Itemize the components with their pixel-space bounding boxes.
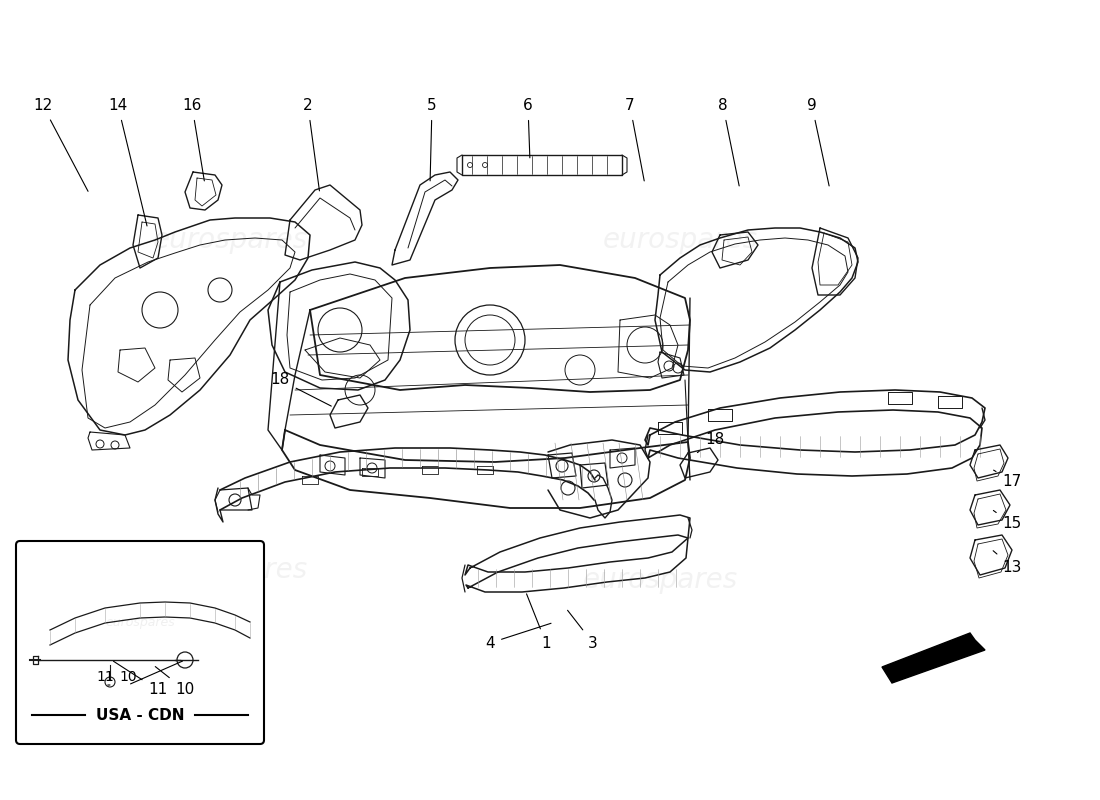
Text: 12: 12: [33, 98, 88, 191]
Text: 10: 10: [119, 670, 136, 684]
Text: USA - CDN: USA - CDN: [96, 707, 185, 722]
Text: 9: 9: [807, 98, 829, 186]
Text: eurospares: eurospares: [153, 226, 308, 254]
Text: eurospares: eurospares: [603, 226, 758, 254]
Text: 4: 4: [485, 623, 551, 650]
Text: 1: 1: [527, 594, 551, 650]
Text: 18: 18: [697, 433, 725, 453]
Text: eurospares: eurospares: [153, 556, 308, 584]
Text: 17: 17: [993, 470, 1022, 489]
Text: 14: 14: [109, 98, 147, 226]
Text: 11: 11: [96, 670, 114, 684]
Text: 6: 6: [524, 98, 532, 158]
Text: 2: 2: [304, 98, 319, 191]
Text: eurospares: eurospares: [106, 616, 175, 629]
Text: 5: 5: [427, 98, 437, 181]
Polygon shape: [882, 633, 984, 683]
Text: eurospares: eurospares: [582, 566, 738, 594]
Text: 18: 18: [271, 373, 331, 406]
Text: 13: 13: [993, 550, 1022, 574]
FancyBboxPatch shape: [16, 541, 264, 744]
Text: 10: 10: [155, 666, 195, 698]
Text: 7: 7: [625, 98, 645, 181]
Text: 11: 11: [113, 662, 167, 698]
Text: 16: 16: [183, 98, 205, 181]
Text: 3: 3: [568, 610, 598, 650]
Text: 15: 15: [993, 510, 1022, 531]
Text: 8: 8: [718, 98, 739, 186]
